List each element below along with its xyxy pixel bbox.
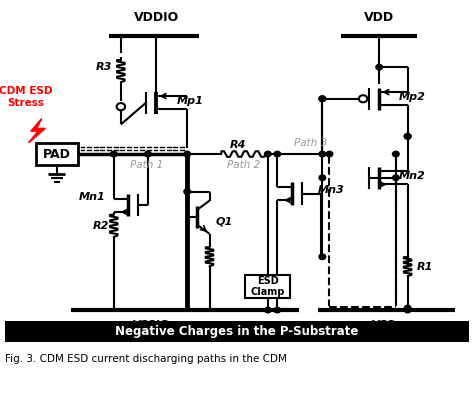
Text: PAD: PAD bbox=[43, 148, 71, 160]
Text: Path 1: Path 1 bbox=[130, 160, 164, 170]
Circle shape bbox=[404, 305, 411, 311]
Text: VSS: VSS bbox=[372, 320, 396, 330]
Circle shape bbox=[274, 307, 281, 313]
Text: R1: R1 bbox=[417, 261, 434, 272]
Text: Mp2: Mp2 bbox=[399, 92, 426, 102]
Circle shape bbox=[319, 96, 326, 102]
Text: R4: R4 bbox=[230, 140, 246, 150]
Circle shape bbox=[184, 151, 191, 157]
Circle shape bbox=[264, 151, 271, 157]
Text: ESD
Clamp: ESD Clamp bbox=[251, 276, 285, 297]
Circle shape bbox=[184, 189, 191, 194]
Text: VDDIO: VDDIO bbox=[134, 11, 179, 24]
Circle shape bbox=[392, 151, 399, 157]
Text: Path 2: Path 2 bbox=[228, 160, 261, 170]
Text: Q1: Q1 bbox=[216, 216, 233, 226]
Text: Mn3: Mn3 bbox=[318, 184, 344, 195]
Text: Mn2: Mn2 bbox=[399, 171, 426, 181]
Text: VSSIO: VSSIO bbox=[133, 320, 171, 330]
Circle shape bbox=[319, 254, 326, 260]
Circle shape bbox=[274, 151, 281, 157]
Circle shape bbox=[319, 151, 326, 157]
Circle shape bbox=[319, 175, 326, 181]
Circle shape bbox=[326, 151, 333, 157]
Circle shape bbox=[376, 64, 383, 70]
Text: VDD: VDD bbox=[364, 11, 394, 24]
Bar bbox=[36, 143, 78, 165]
Circle shape bbox=[145, 151, 151, 157]
Circle shape bbox=[404, 134, 411, 139]
Circle shape bbox=[404, 307, 411, 313]
Text: Fig. 3. CDM ESD current discharging paths in the CDM: Fig. 3. CDM ESD current discharging path… bbox=[5, 354, 287, 365]
Text: Mp1: Mp1 bbox=[176, 96, 203, 106]
Circle shape bbox=[110, 151, 117, 157]
Bar bbox=[246, 275, 291, 298]
Circle shape bbox=[404, 134, 411, 139]
Circle shape bbox=[264, 307, 271, 313]
Polygon shape bbox=[28, 118, 46, 143]
Bar bbox=[5, 321, 469, 342]
Text: CDM ESD
Stress: CDM ESD Stress bbox=[0, 86, 53, 107]
Circle shape bbox=[392, 175, 399, 181]
Text: Mn1: Mn1 bbox=[79, 192, 106, 202]
Circle shape bbox=[319, 96, 326, 102]
Text: R2: R2 bbox=[92, 221, 109, 231]
Text: R3: R3 bbox=[96, 62, 112, 72]
Text: Path 3: Path 3 bbox=[294, 138, 327, 148]
Text: Negative Charges in the P-Substrate: Negative Charges in the P-Substrate bbox=[115, 325, 359, 338]
